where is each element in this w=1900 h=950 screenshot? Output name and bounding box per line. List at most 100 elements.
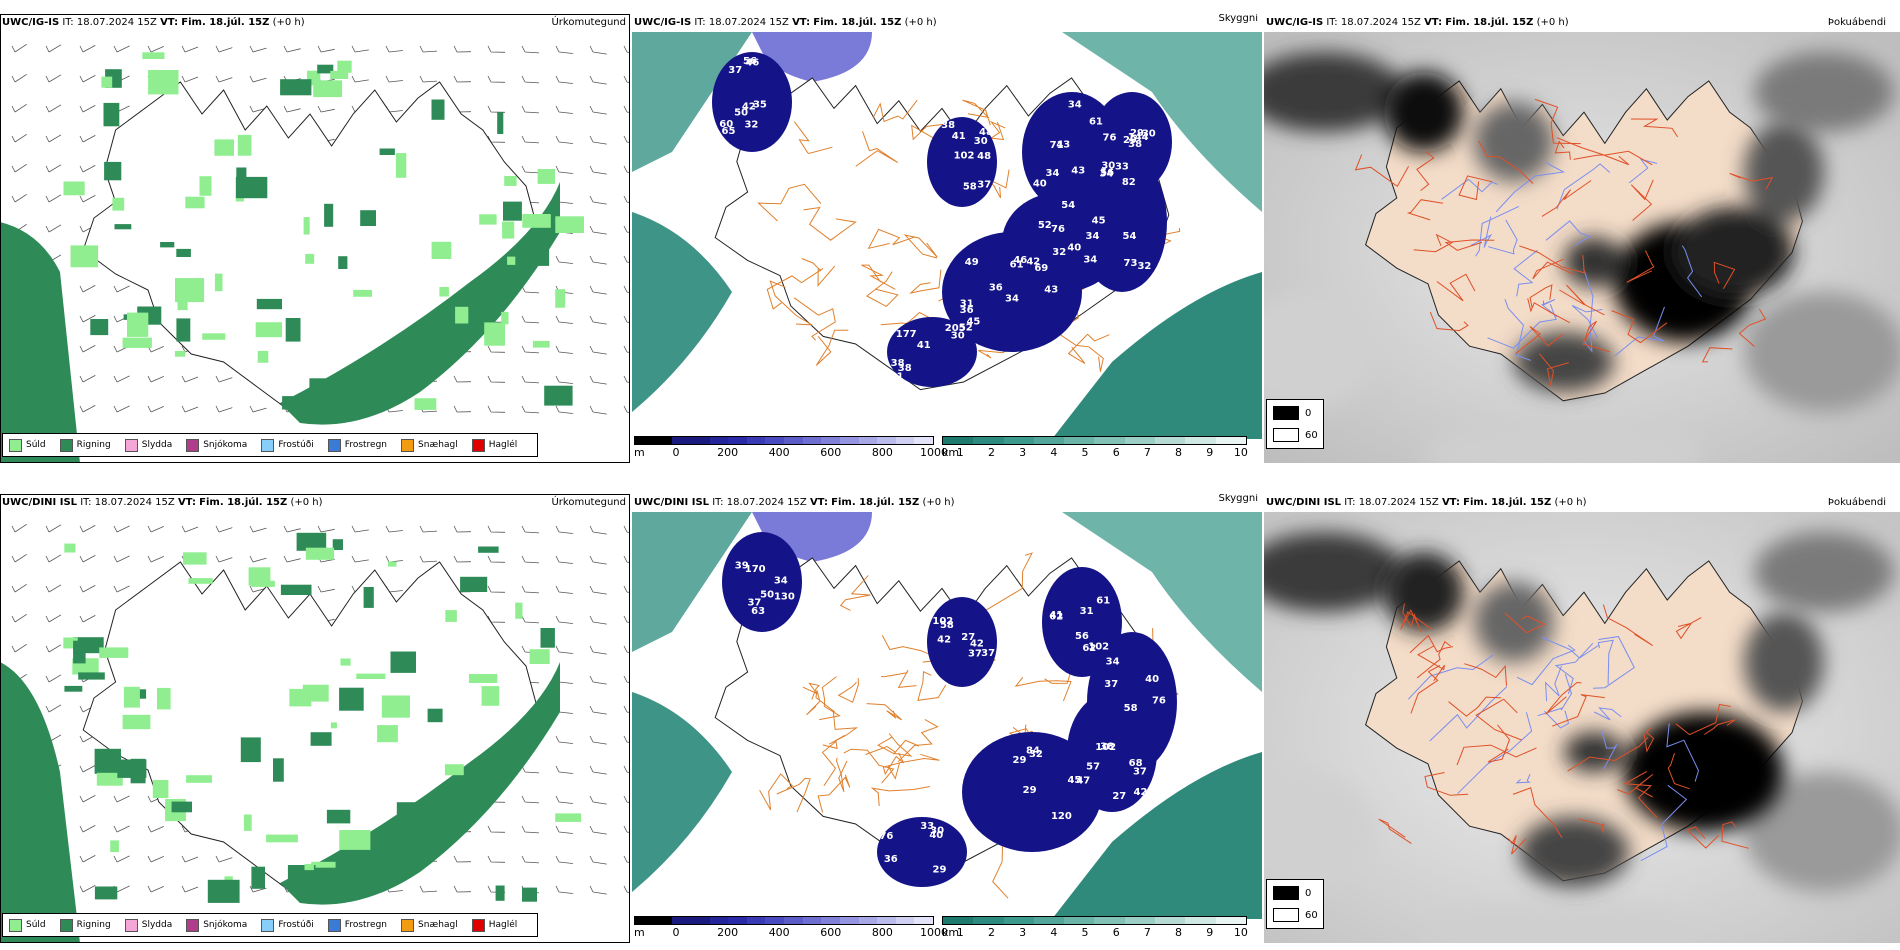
wind-barb [589, 405, 607, 415]
fog-map[interactable] [1264, 32, 1900, 463]
road [1512, 787, 1563, 839]
wind-barb [555, 615, 573, 624]
colorbar-tick: 400 [768, 926, 790, 939]
panel-title: Þokuábendi [1827, 17, 1886, 28]
road [1458, 175, 1493, 201]
colorbar-segment [973, 917, 1004, 924]
wind-barb [623, 285, 630, 293]
wind-barb [79, 165, 96, 173]
cloud-base-value: 102 [1088, 642, 1109, 653]
precip-cell [160, 242, 175, 248]
wind-barb [555, 885, 573, 894]
ptype-map[interactable] [0, 32, 630, 463]
colorbar-tick: 6 [1112, 446, 1120, 459]
wind-barb [623, 885, 630, 893]
wind-barb [453, 885, 472, 893]
road [1721, 821, 1749, 849]
road [759, 773, 793, 811]
cloud-base-value: 42 [937, 634, 951, 645]
colorbar-tick: 400 [768, 446, 790, 459]
precip-cell [363, 587, 374, 608]
cloud-base-value: 37 [981, 648, 995, 659]
wind-barb [113, 555, 130, 563]
ptype-panel-row2: UWC/DINI ISL IT: 18.07.2024 15Z VT: Fim.… [0, 494, 630, 943]
wind-barb [283, 555, 301, 563]
colorbar-segment [690, 437, 710, 444]
wind-barb [249, 555, 267, 563]
wind-barb [11, 613, 27, 623]
precip-cell [515, 602, 523, 619]
wind-barb [181, 45, 199, 53]
wind-barb [589, 795, 607, 805]
cloud-base-value: 40 [1145, 674, 1159, 685]
precip-cell [99, 647, 129, 658]
colorbar-segment [973, 437, 1004, 444]
cloud-base-value: 58 [940, 620, 954, 631]
legend-item: Snjókoma [186, 918, 247, 932]
colorbar-segment [877, 917, 896, 924]
precip-cell [468, 674, 498, 683]
cloud-base-map[interactable]: 3748433236177144695048613449523354653034… [632, 32, 1262, 439]
colorbar-tick: 600 [820, 926, 842, 939]
wind-barb [589, 885, 607, 895]
cloud-base-value: 45 [1067, 775, 1081, 786]
river [1556, 163, 1611, 210]
river [1571, 305, 1603, 339]
colorbar-segment [1033, 437, 1065, 444]
wind-barb [623, 555, 630, 563]
precip-cell [304, 863, 314, 871]
precip-cell [127, 312, 149, 337]
cloud-base-value: 76 [1152, 695, 1166, 706]
fog-map[interactable] [1264, 512, 1900, 943]
cloud-base-value: 63 [751, 606, 765, 617]
wind-barb [45, 614, 62, 623]
precip-cell [390, 651, 416, 673]
cloud-base-value: 102 [954, 151, 975, 162]
colorbar-segment [728, 437, 747, 444]
low-cloud-area [1002, 192, 1122, 292]
legend-item: Rigning [59, 438, 111, 452]
cloud-base-value: 177 [896, 329, 917, 340]
legend-label: Haglél [488, 920, 518, 930]
legend-item: Haglél [471, 918, 518, 932]
wind-barb [419, 45, 438, 53]
wind-barb [11, 103, 27, 113]
cloud-base-value: 35 [753, 100, 767, 111]
cloud-base-map[interactable]: 1703761382936575042347684302737424110229… [632, 512, 1262, 919]
cloud-base-value: 34 [774, 576, 788, 587]
legend-label: Frostúði [278, 920, 314, 930]
wind-barb [45, 644, 62, 653]
river [1504, 299, 1531, 361]
road [835, 757, 848, 792]
precip-cell [112, 197, 125, 211]
wind-barb [623, 375, 630, 383]
river [1583, 268, 1594, 353]
wind-barb [521, 855, 540, 864]
cloud-base-value: 31 [1080, 606, 1094, 617]
precip-cell [555, 289, 566, 308]
road [1475, 698, 1522, 741]
road [1444, 239, 1495, 251]
road [802, 682, 820, 700]
road [1409, 634, 1454, 654]
precip-cell [257, 350, 269, 363]
wind-barb [589, 615, 607, 625]
cloud-base-value: 56 [743, 56, 757, 67]
wind-barb [555, 645, 573, 654]
wind-barb [79, 285, 96, 293]
precip-cell [507, 256, 516, 265]
river [1407, 654, 1494, 700]
cloud-base-value: 31 [960, 298, 974, 309]
fog-area [1744, 772, 1900, 892]
wind-barb [453, 375, 472, 383]
colorbar-segment [765, 437, 784, 444]
road [757, 183, 822, 222]
cloud-base-value: 61 [1089, 117, 1103, 128]
legend-label: Slydda [141, 440, 173, 450]
ptype-map[interactable] [0, 512, 630, 943]
wind-barb [453, 75, 472, 83]
cloud-base-value: 27 [961, 632, 975, 643]
colorbar-segment [1003, 917, 1034, 924]
road [989, 120, 1006, 141]
cloud-base-value: 48 [979, 127, 993, 138]
